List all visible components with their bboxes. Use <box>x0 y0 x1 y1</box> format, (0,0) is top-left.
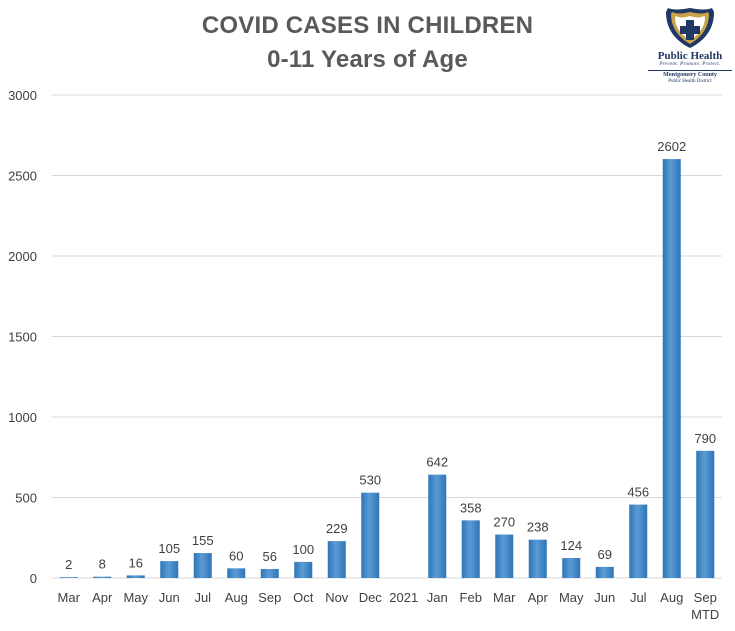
x-tick-label: Mar <box>58 590 81 605</box>
data-label: 8 <box>99 557 106 572</box>
bar <box>528 539 547 578</box>
data-label: 155 <box>192 533 214 548</box>
y-tick-label: 1000 <box>8 410 37 425</box>
bar <box>461 520 480 578</box>
y-tick-label: 3000 <box>8 88 37 103</box>
chart-title: COVID CASES IN CHILDREN <box>201 12 534 39</box>
data-label: 238 <box>527 520 549 535</box>
logo-tagline: Prevent. Promote. Protect. <box>659 62 721 67</box>
bar <box>696 450 715 578</box>
data-label: 124 <box>560 538 582 553</box>
x-tick-label: Nov <box>325 590 349 605</box>
data-label: 60 <box>229 548 243 563</box>
x-tick-label: May <box>123 590 148 605</box>
bar <box>361 492 380 578</box>
shield-icon <box>666 8 714 48</box>
data-label: 56 <box>263 549 277 564</box>
data-label: 2 <box>65 557 72 572</box>
logo-divider <box>648 70 732 71</box>
public-health-logo: Public Health Prevent. Promote. Protect.… <box>646 6 734 90</box>
x-tick-label: Aug <box>225 590 248 605</box>
bar <box>227 568 246 578</box>
bar <box>495 534 514 578</box>
logo-name: Public Health <box>657 50 723 62</box>
x-tick-label: 2021 <box>389 590 418 605</box>
bar <box>595 566 614 578</box>
y-tick-label: 2000 <box>8 249 37 264</box>
data-label: 358 <box>460 500 482 515</box>
bar <box>428 474 447 578</box>
x-tick-label: Jul <box>630 590 647 605</box>
x-tick-label: Apr <box>92 590 113 605</box>
x-tick-label: Jan <box>427 590 448 605</box>
data-label: 2602 <box>657 139 686 154</box>
x-tick-label: Jul <box>194 590 211 605</box>
data-label: 270 <box>493 515 515 530</box>
bar <box>629 504 648 578</box>
data-label: 69 <box>598 547 612 562</box>
chart-subtitle: 0-11 Years of Age <box>267 46 468 73</box>
y-tick-label: 1500 <box>8 330 37 345</box>
data-label: 105 <box>158 541 180 556</box>
bar <box>160 561 179 578</box>
data-label: 229 <box>326 521 348 536</box>
bar <box>93 576 112 578</box>
x-tick-label: Sep <box>258 590 281 605</box>
data-label: 790 <box>694 431 716 446</box>
x-tick-label: Sep <box>694 590 717 605</box>
x-tick-label: Feb <box>460 590 482 605</box>
x-tick-label: Oct <box>293 590 314 605</box>
bar <box>126 575 145 578</box>
bar <box>260 568 279 578</box>
y-tick-label: 2500 <box>8 169 37 184</box>
logo-county: Montgomery County <box>663 72 717 78</box>
data-label: 456 <box>627 485 649 500</box>
data-label: 100 <box>292 542 314 557</box>
bar <box>562 558 581 578</box>
x-tick-label: Apr <box>528 590 549 605</box>
y-tick-label: 500 <box>15 491 37 506</box>
x-tick-label: Aug <box>660 590 683 605</box>
data-label: 642 <box>426 455 448 470</box>
y-tick-label: 0 <box>30 571 37 586</box>
x-tick-label: MTD <box>691 607 719 622</box>
logo-district: Public Health District <box>668 79 712 84</box>
bar <box>327 541 346 578</box>
x-tick-label: Jun <box>159 590 180 605</box>
bar <box>193 553 212 578</box>
bar <box>294 561 313 578</box>
x-tick-label: Jun <box>594 590 615 605</box>
x-tick-label: Mar <box>493 590 516 605</box>
bar <box>59 577 78 578</box>
data-label: 16 <box>129 555 143 570</box>
x-tick-label: Dec <box>359 590 383 605</box>
data-label: 530 <box>359 473 381 488</box>
bar <box>662 159 681 578</box>
x-tick-label: May <box>559 590 584 605</box>
